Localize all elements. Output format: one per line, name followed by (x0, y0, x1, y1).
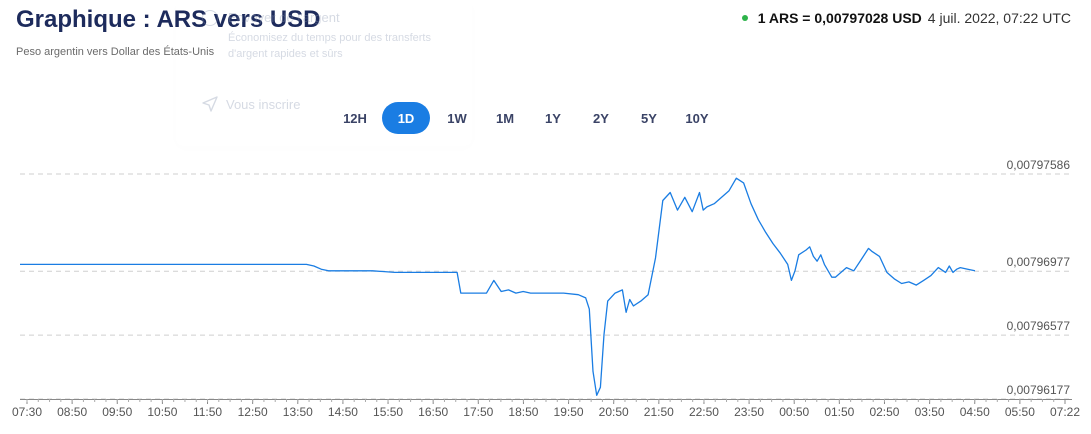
x-tick-label: 05:50 (1005, 405, 1035, 419)
rate-value: 1 ARS = 0,00797028 USD (757, 10, 922, 26)
page-title: Graphique : ARS vers USD (16, 6, 321, 33)
signup-link: Vous inscrire (202, 96, 300, 112)
x-tick-label: 01:50 (824, 405, 854, 419)
range-2y-button[interactable]: 2Y (580, 102, 622, 134)
range-1m-button[interactable]: 1M (484, 102, 526, 134)
rate-timestamp: 4 juil. 2022, 07:22 UTC (927, 10, 1071, 26)
x-tick-label: 03:50 (915, 405, 945, 419)
range-1d-button[interactable]: 1D (382, 102, 430, 134)
page-subtitle: Peso argentin vers Dollar des États-Unis (16, 46, 215, 58)
exchange-rate-chart[interactable]: 0,00797586 0,00796977 0,00796577 0,00796177… (0, 150, 1091, 434)
x-tick-label: 23:50 (734, 405, 764, 419)
range-1w-button[interactable]: 1W (436, 102, 478, 134)
x-tick-label: 15:50 (373, 405, 403, 419)
live-dot-icon (741, 15, 748, 21)
range-5y-button[interactable]: 5Y (628, 102, 670, 134)
x-tick-label: 02:50 (869, 405, 899, 419)
x-tick-label: 22:50 (689, 405, 719, 419)
x-tick-label: 14:50 (328, 405, 358, 419)
range-selector: 12H 1D 1W 1M 1Y 2Y 5Y 10Y (334, 102, 718, 134)
x-tick-label: 09:50 (102, 405, 132, 419)
send-money-text: Économisez du temps pour des transferts … (228, 32, 431, 60)
y-tick-label: 0,00796577 (1007, 319, 1071, 333)
x-tick-label: 19:50 (554, 405, 584, 419)
range-1y-button[interactable]: 1Y (532, 102, 574, 134)
x-tick-label: 20:50 (599, 405, 629, 419)
series-line (20, 177, 976, 396)
x-tick-label: 07:30 (12, 405, 42, 419)
y-tick-label: 0,00796977 (1007, 255, 1071, 269)
live-rate: 1 ARS = 0,00797028 USD 4 juil. 2022, 07:… (741, 10, 1071, 26)
signup-label: Vous inscrire (226, 96, 301, 112)
x-tick-label: 18:50 (508, 405, 538, 419)
range-12h-button[interactable]: 12H (334, 102, 376, 134)
x-tick-label: 00:50 (779, 405, 809, 419)
x-tick-label: 21:50 (644, 405, 674, 419)
y-tick-label: 0,00796177 (1007, 383, 1071, 397)
x-tick-label: 13:50 (283, 405, 313, 419)
x-tick-label: 07:22 (1050, 405, 1080, 419)
x-tick-label: 11:50 (193, 405, 222, 419)
x-tick-label: 12:50 (238, 405, 268, 419)
x-tick-label: 10:50 (147, 405, 177, 419)
x-tick-label: 17:50 (463, 405, 493, 419)
x-tick-label: 08:50 (57, 405, 87, 419)
send-plane-icon (202, 96, 218, 112)
x-tick-label: 04:50 (960, 405, 990, 419)
range-10y-button[interactable]: 10Y (676, 102, 718, 134)
y-tick-label: 0,00797586 (1007, 158, 1071, 172)
x-tick-label: 16:50 (418, 405, 448, 419)
